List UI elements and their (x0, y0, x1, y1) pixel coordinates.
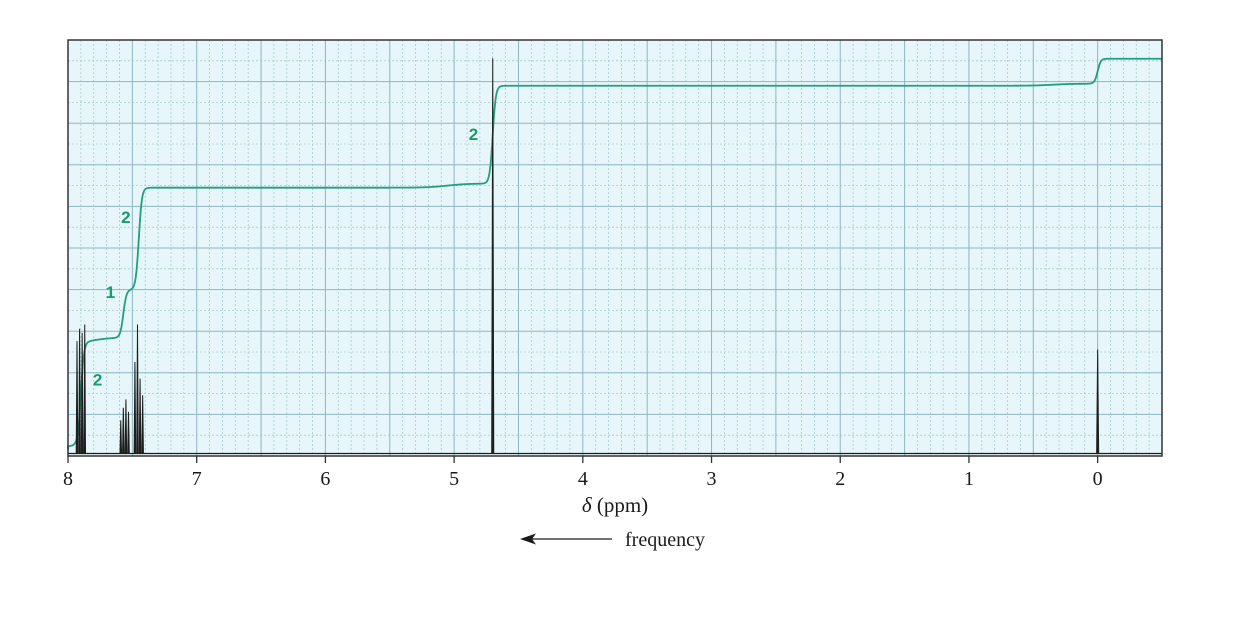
x-tick-label: 2 (835, 468, 845, 490)
spectrum-peak (124, 399, 128, 455)
spectrum-peak (127, 411, 130, 455)
x-axis-symbol: δ (582, 493, 593, 517)
spectrum-peak (80, 332, 84, 455)
integration-label: 2 (121, 208, 130, 227)
integration-label: 1 (106, 283, 115, 302)
plot-frame (67, 39, 1163, 457)
x-axis-label: δ (ppm) (582, 493, 648, 517)
integration-label: 2 (469, 125, 478, 144)
x-tick-label: 7 (192, 468, 202, 490)
x-tick-label: 3 (707, 468, 717, 490)
frequency-label: frequency (625, 529, 705, 551)
spectrum-peak (491, 58, 495, 455)
spectrum-peak (138, 378, 142, 455)
x-tick-label: 4 (578, 468, 588, 490)
spectrum-peak (119, 420, 123, 455)
x-tick-label: 8 (63, 468, 73, 490)
x-tick-label: 5 (449, 468, 459, 490)
spectrum-peak (141, 395, 144, 455)
x-axis-unit: (ppm) (597, 493, 648, 517)
major-grid (68, 40, 1162, 456)
spectrum-peak (83, 324, 87, 455)
x-axis-ticks: 8 7 6 5 4 3 2 1 0 (63, 456, 1103, 490)
spectrum-peak (1096, 349, 1100, 455)
x-tick-label: 1 (964, 468, 974, 490)
x-tick-label: 0 (1093, 468, 1103, 490)
integration-labels: 2 1 2 2 (93, 125, 478, 389)
x-tick-label: 6 (320, 468, 330, 490)
spectrum-peak (78, 328, 81, 455)
spectrum-peak (136, 324, 139, 455)
integral-curve (67, 57, 1162, 450)
spectrum-peak (75, 341, 79, 455)
spectrum-peak (133, 361, 137, 455)
spectrum-layer (68, 58, 1162, 455)
frequency-arrow-icon (520, 533, 536, 545)
integration-label: 2 (93, 370, 102, 389)
spectrum-peak (122, 407, 125, 455)
integral-layer (67, 57, 1162, 450)
frequency-annotation: frequency (520, 529, 705, 551)
